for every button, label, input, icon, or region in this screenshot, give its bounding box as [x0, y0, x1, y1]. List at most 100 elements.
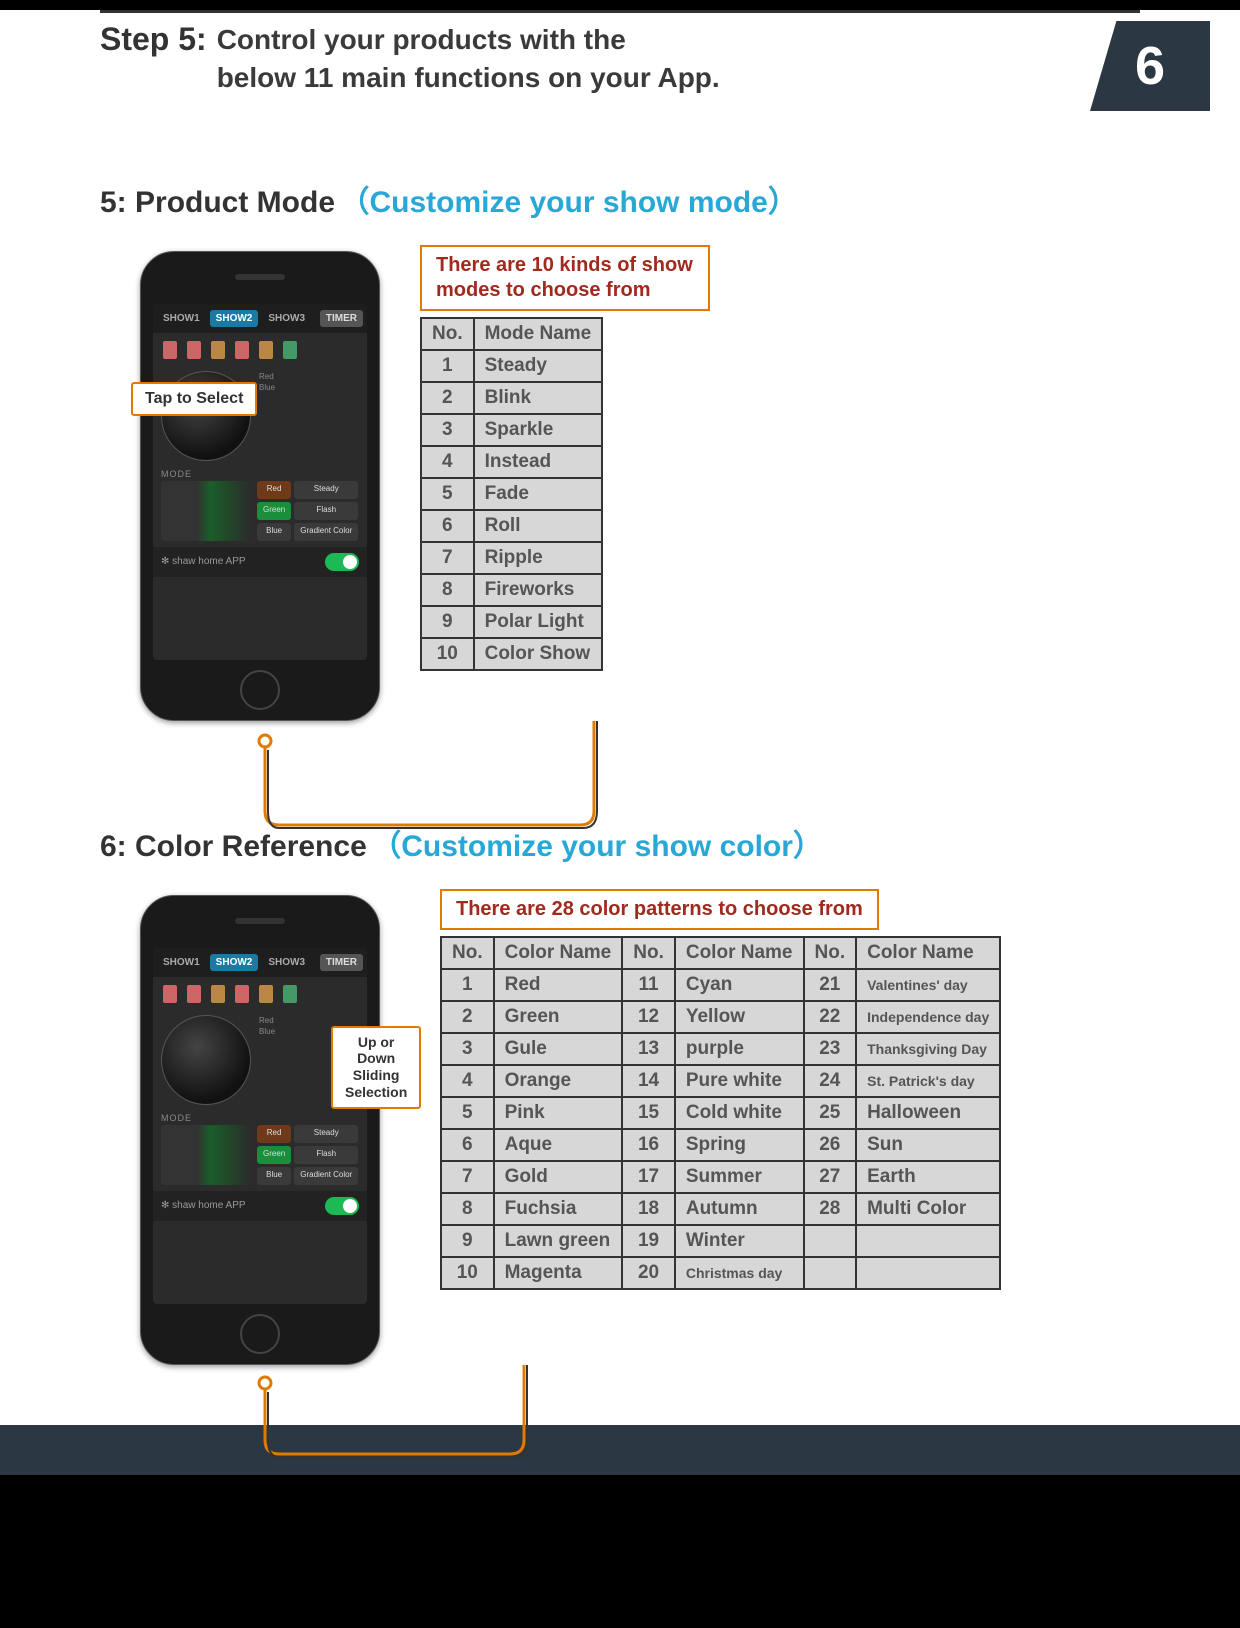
table-cell: 11	[622, 969, 675, 1001]
table-cell: 18	[622, 1193, 675, 1225]
tab-show3[interactable]: SHOW3	[262, 954, 311, 971]
table-cell: 17	[622, 1161, 675, 1193]
table-cell: Pink	[494, 1097, 623, 1129]
mode-table: No.Mode Name1Steady2Blink3Sparkle4Instea…	[420, 317, 603, 671]
mode-buttons: Red Steady Green Flash Blue Gradient Col…	[257, 1125, 358, 1185]
table-cell: 16	[622, 1129, 675, 1161]
pattern-icons[interactable]	[153, 333, 367, 367]
table-row: 10Color Show	[421, 638, 602, 670]
btn-red[interactable]: Red	[257, 1125, 291, 1143]
mode-table-caption: There are 10 kinds of show modes to choo…	[420, 245, 710, 311]
table-cell: 26	[804, 1129, 857, 1161]
callout-slide: Up or Down Sliding Selection	[331, 1026, 421, 1109]
power-toggle[interactable]	[325, 1197, 359, 1215]
tab-show1[interactable]: SHOW1	[157, 954, 206, 971]
header: Step 5: Control your products with the b…	[0, 13, 1240, 97]
btn-gradient[interactable]: Gradient Color	[294, 1167, 358, 1185]
mode-buttons: Red Steady Green Flash Blue Gradient Col…	[257, 481, 358, 541]
table-row: 1Steady	[421, 350, 602, 382]
table-cell: Summer	[675, 1161, 804, 1193]
power-toggle[interactable]	[325, 553, 359, 571]
table-cell: St. Patrick's day	[856, 1065, 1000, 1097]
step-desc-line2: below 11 main functions on your App.	[217, 62, 720, 93]
table-cell: Halloween	[856, 1097, 1000, 1129]
table-cell: Ripple	[474, 542, 603, 574]
table-cell: purple	[675, 1033, 804, 1065]
table-cell: 27	[804, 1161, 857, 1193]
table-cell: Multi Color	[856, 1193, 1000, 1225]
tab-show2[interactable]: SHOW2	[210, 954, 259, 971]
section5-body: SHOW1 SHOW2 SHOW3 TIMER Red Blue MODE	[100, 251, 1140, 721]
btn-green[interactable]: Green	[257, 1146, 291, 1164]
step-description: Control your products with the below 11 …	[217, 21, 720, 97]
black-strip	[0, 1475, 1240, 1595]
btn-blue[interactable]: Blue	[257, 1167, 291, 1185]
table-header: Color Name	[675, 937, 804, 969]
btn-steady[interactable]: Steady	[294, 481, 358, 499]
table-cell: Instead	[474, 446, 603, 478]
table-row: 5Pink15Cold white25Halloween	[441, 1097, 1000, 1129]
table-header: Color Name	[856, 937, 1000, 969]
mode-label: MODE	[153, 1113, 367, 1123]
mode-dial[interactable]	[161, 1015, 251, 1105]
table-cell: 8	[421, 574, 474, 606]
table-row: 4Instead	[421, 446, 602, 478]
mode-label: MODE	[153, 469, 367, 479]
timer-button[interactable]: TIMER	[320, 954, 363, 971]
table-cell: 25	[804, 1097, 857, 1129]
table-cell: Red	[494, 969, 623, 1001]
table-cell: Color Show	[474, 638, 603, 670]
table-row: 8Fuchsia18Autumn28Multi Color	[441, 1193, 1000, 1225]
btn-steady[interactable]: Steady	[294, 1125, 358, 1143]
color-table-caption: There are 28 color patterns to choose fr…	[440, 889, 879, 930]
table-header: No.	[622, 937, 675, 969]
btn-red[interactable]: Red	[257, 481, 291, 499]
step-label: Step 5:	[100, 21, 207, 58]
table-header: No.	[804, 937, 857, 969]
table-row: 2Green12Yellow22Independence day	[441, 1001, 1000, 1033]
table-cell: 9	[421, 606, 474, 638]
table-cell: 21	[804, 969, 857, 1001]
home-button[interactable]	[240, 1314, 280, 1354]
table-cell	[804, 1257, 857, 1289]
table-cell: Yellow	[675, 1001, 804, 1033]
projector-icon	[161, 481, 251, 541]
phone-screen: SHOW1 SHOW2 SHOW3 TIMER Red Blue MODE	[153, 304, 367, 660]
table-cell: Fuchsia	[494, 1193, 623, 1225]
screen-tabs: SHOW1 SHOW2 SHOW3 TIMER	[153, 304, 367, 333]
btn-green[interactable]: Green	[257, 502, 291, 520]
tab-show2[interactable]: SHOW2	[210, 310, 259, 327]
phone-mockup-2: SHOW1 SHOW2 SHOW3 TIMER Red Blue MODE	[140, 895, 380, 1365]
step-desc-line1: Control your products with the	[217, 24, 626, 55]
home-button[interactable]	[240, 670, 280, 710]
table-cell: Valentines' day	[856, 969, 1000, 1001]
table-row: 10Magenta20Christmas day	[441, 1257, 1000, 1289]
table-cell: Cold white	[675, 1097, 804, 1129]
section6-title: 6: Color Reference	[100, 830, 367, 863]
btn-blue[interactable]: Blue	[257, 523, 291, 541]
btn-gradient[interactable]: Gradient Color	[294, 523, 358, 541]
table-cell: Gold	[494, 1161, 623, 1193]
mode-table-column: There are 10 kinds of show modes to choo…	[420, 245, 710, 671]
screen-footer: ✻ shaw home APP	[153, 1191, 367, 1221]
table-cell: 6	[421, 510, 474, 542]
page-number-tab: 6	[1090, 21, 1210, 111]
table-cell: 10	[441, 1257, 494, 1289]
table-cell: 7	[421, 542, 474, 574]
section5-title: 5: Product Mode	[100, 186, 335, 219]
btn-flash[interactable]: Flash	[294, 502, 358, 520]
table-row: 1Red11Cyan21Valentines' day	[441, 969, 1000, 1001]
table-cell: Gule	[494, 1033, 623, 1065]
table-cell: Aque	[494, 1129, 623, 1161]
tab-show3[interactable]: SHOW3	[262, 310, 311, 327]
tab-show1[interactable]: SHOW1	[157, 310, 206, 327]
table-row: 5Fade	[421, 478, 602, 510]
page: Step 5: Control your products with the b…	[0, 10, 1240, 1425]
table-header: Mode Name	[474, 318, 603, 350]
screen-lower: Red Steady Green Flash Blue Gradient Col…	[153, 1123, 367, 1191]
btn-flash[interactable]: Flash	[294, 1146, 358, 1164]
table-cell: 5	[421, 478, 474, 510]
timer-button[interactable]: TIMER	[320, 310, 363, 327]
table-cell: 2	[441, 1001, 494, 1033]
pattern-icons[interactable]	[153, 977, 367, 1011]
